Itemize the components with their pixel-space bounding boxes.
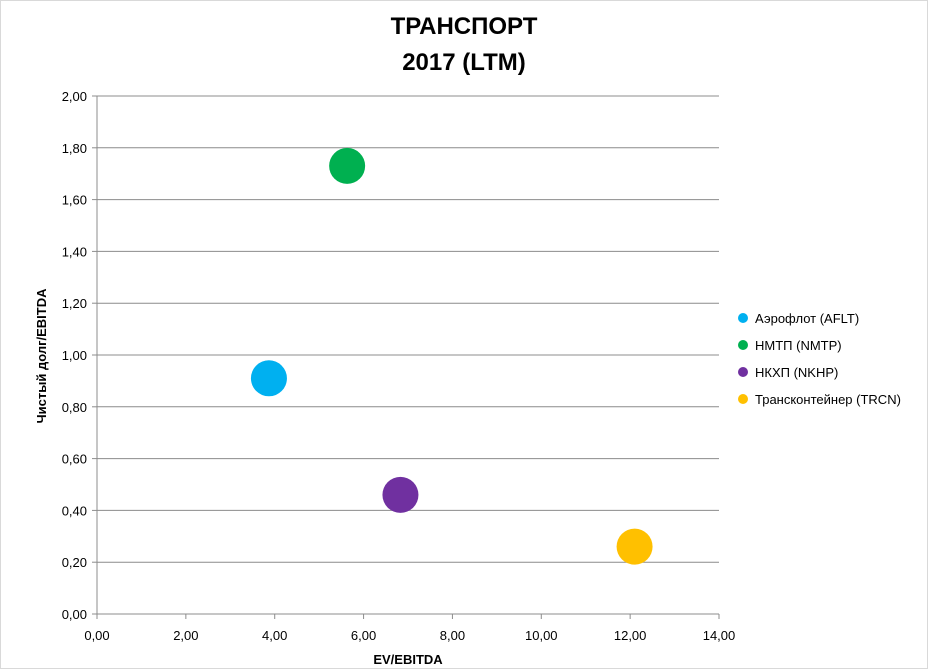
x-tick-label: 10,00 xyxy=(525,628,558,643)
x-tick-label: 14,00 xyxy=(703,628,736,643)
y-tick-label: 0,40 xyxy=(62,503,87,518)
data-point xyxy=(616,528,653,565)
x-tick-label: 12,00 xyxy=(614,628,647,643)
y-tick-label: 1,00 xyxy=(62,348,87,363)
axes xyxy=(96,96,720,619)
legend-label: НМТП (NMTP) xyxy=(755,338,842,353)
y-tick-label: 1,80 xyxy=(62,141,87,156)
data-point xyxy=(250,360,287,397)
y-tick-labels: 0,00 0,20 0,40 0,60 0,80 1,00 1,20 1,40 1,60 1,80… xyxy=(62,89,87,622)
legend-marker xyxy=(738,394,748,404)
legend-label: Аэрофлот (AFLT) xyxy=(755,311,859,326)
y-tick-label: 0,60 xyxy=(62,452,87,467)
y-tick-label: 1,60 xyxy=(62,193,87,208)
data-point xyxy=(382,476,419,513)
x-tick-label: 0,00 xyxy=(84,628,109,643)
data-points xyxy=(250,147,653,565)
legend-label: Трансконтейнер (TRCN) xyxy=(755,392,901,407)
x-tick-label: 2,00 xyxy=(173,628,198,643)
legend: Аэрофлот (AFLT) НМТП (NMTP) НКХП (NKHP) Тра… xyxy=(738,311,901,407)
y-tick-label: 0,80 xyxy=(62,400,87,415)
y-tick-label: 1,40 xyxy=(62,244,87,259)
legend-marker xyxy=(738,340,748,350)
legend-label: НКХП (NKHP) xyxy=(755,365,838,380)
legend-marker xyxy=(738,367,748,377)
legend-marker xyxy=(738,313,748,323)
x-tick-label: 6,00 xyxy=(351,628,376,643)
y-tick-label: 0,20 xyxy=(62,555,87,570)
y-axis-title: Чистый долг/EBITDA xyxy=(34,288,49,424)
x-axis-title: EV/EBITDA xyxy=(373,652,443,667)
x-tick-labels: 0,00 2,00 4,00 6,00 8,00 10,00 12,00 14,00 xyxy=(84,628,735,643)
x-tick-label: 4,00 xyxy=(262,628,287,643)
y-tick-label: 1,20 xyxy=(62,296,87,311)
chart-title-line-1: ТРАНСПОРТ xyxy=(391,13,538,40)
y-tick-label: 2,00 xyxy=(62,89,87,104)
x-tick-label: 8,00 xyxy=(440,628,465,643)
chart-title-line-2: 2017 (LTM) xyxy=(402,49,526,76)
data-point xyxy=(329,147,366,184)
gridlines xyxy=(92,95,719,615)
y-tick-label: 0,00 xyxy=(62,607,87,622)
